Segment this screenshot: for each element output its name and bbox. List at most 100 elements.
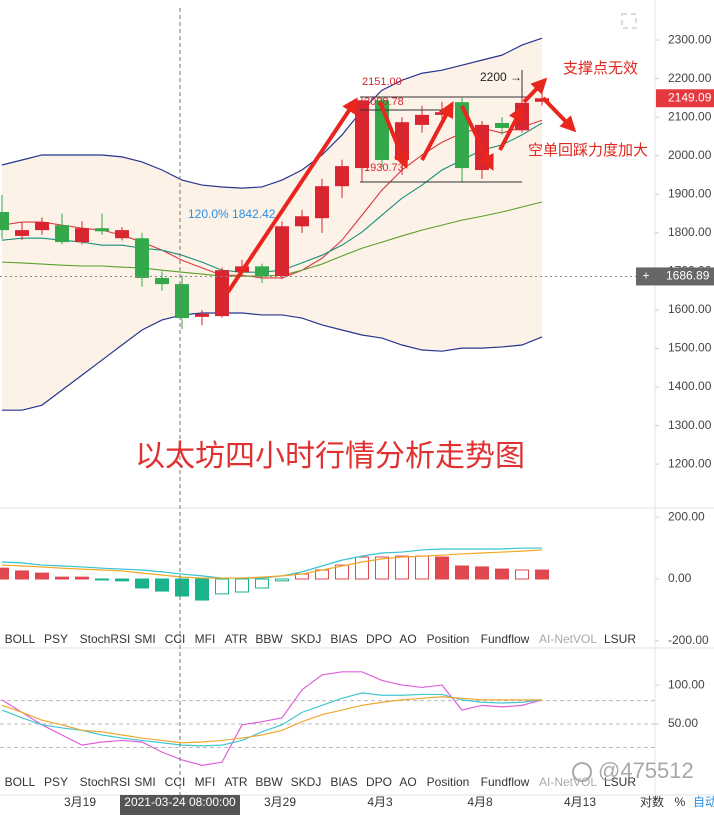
candle-body [355, 100, 369, 169]
osc-bar [135, 578, 149, 589]
indicator-tab[interactable]: Fundflow [481, 632, 530, 646]
indicator-tab[interactable]: ATR [224, 632, 247, 646]
indicator-tab[interactable]: BIAS [330, 632, 357, 646]
indicator-tab[interactable]: LSUR [604, 632, 636, 646]
auto-toggle[interactable]: 自动 [693, 795, 714, 809]
indicator-tab[interactable]: AO [399, 775, 416, 789]
candle-body [215, 270, 229, 317]
y-tick-label: 200.00 [668, 509, 705, 523]
x-tick-label: 4月13 [564, 795, 596, 809]
candle-body [0, 212, 9, 231]
indicator-tab[interactable]: MFI [195, 775, 216, 789]
indicator-tab[interactable]: CCI [165, 775, 186, 789]
y-tick-label: 1300.00 [668, 418, 712, 432]
indicator-tab[interactable]: SKDJ [291, 775, 322, 789]
y-tick-label: 1900.00 [668, 186, 712, 200]
indicator-tab[interactable]: SMI [134, 775, 155, 789]
candle-body [155, 277, 169, 285]
indicator-tab[interactable]: MFI [195, 632, 216, 646]
osc-bar [335, 564, 349, 580]
indicator-tab[interactable]: Position [427, 632, 470, 646]
price-annotation: 2151.00 [362, 76, 402, 88]
candle-body [75, 228, 89, 243]
y-tick-label: 1800.00 [668, 225, 712, 239]
y-tick-label: 1600.00 [668, 302, 712, 316]
indicator-tab[interactable]: SMI [134, 632, 155, 646]
osc-bar [515, 569, 529, 580]
indicator-tab[interactable]: ATR [224, 775, 247, 789]
osc-bar [415, 555, 429, 580]
y-tick-label: 1500.00 [668, 341, 712, 355]
y-tick-label: 1200.00 [668, 456, 712, 470]
indicator-tab[interactable]: AI-NetVOL [539, 775, 597, 789]
candle-body [535, 98, 549, 102]
candle-body [275, 226, 289, 277]
indicator-tab[interactable]: DPO [366, 775, 392, 789]
ma-line [1, 122, 543, 273]
indicator-pane: 100.00 50.00 [0, 671, 705, 766]
y-tick-label: 50.00 [668, 716, 698, 730]
indicator-tab[interactable]: StochRSI [80, 632, 131, 646]
annotations: 2151.00 2098.78 1930.73 120.0% 1842.42 2… [135, 8, 648, 795]
price-annotation: 2098.78 [364, 96, 404, 108]
indicator-tab[interactable]: AO [399, 632, 416, 646]
indicator-tab[interactable]: Position [427, 775, 470, 789]
osc-bar [75, 576, 89, 580]
x-tick-label: 3月29 [264, 795, 296, 809]
price-pane: 2300.00 2200.00 2100.00 2000.00 1900.00 1800.… [0, 32, 714, 470]
candle-body [335, 166, 349, 187]
oscillator-pane: 200.00 0.00 -200.00 [0, 509, 709, 647]
candle-body [255, 266, 269, 277]
osc-bar [215, 578, 229, 595]
expand-icon[interactable] [621, 13, 637, 29]
candle-body [415, 114, 429, 125]
indicator-tab[interactable]: SKDJ [291, 632, 322, 646]
note: 空单回踩力度加大 [528, 142, 648, 159]
indicator-tab[interactable]: StochRSI [80, 775, 131, 789]
footer: @475512 对数 % 自动 [572, 758, 714, 809]
crosshair-price-label: 1686.89 [666, 269, 710, 283]
crosshair-plus: + [642, 269, 649, 283]
indicator-tab[interactable]: BOLL [5, 775, 36, 789]
candle-body [15, 230, 29, 236]
last-price-tag [656, 89, 714, 108]
candle-body [175, 284, 189, 319]
osc-bar [495, 568, 509, 580]
osc-bar [15, 570, 29, 580]
indicator-tab[interactable]: AI-NetVOL [539, 632, 597, 646]
osc-bar [175, 578, 189, 597]
band-upper [1, 37, 543, 189]
candle-body [115, 230, 129, 239]
y-tick-label: 1400.00 [668, 379, 712, 393]
indicator-line [1, 696, 542, 744]
osc-bar [375, 556, 389, 580]
indicator-line [1, 671, 543, 766]
candle-body [35, 222, 49, 231]
candle-body [495, 122, 509, 128]
indicator-tab[interactable]: PSY [44, 632, 68, 646]
osc-bar [155, 578, 169, 592]
indicator-tab[interactable]: LSUR [604, 775, 636, 789]
indicator-tab[interactable]: DPO [366, 632, 392, 646]
band-lower [2, 312, 543, 411]
ma-line [1, 201, 543, 277]
indicator-tab[interactable]: CCI [165, 632, 186, 646]
indicator-tab[interactable]: BBW [255, 632, 283, 646]
x-tick-label: 2021-03-24 08:00:00 [124, 795, 236, 809]
last-price-label: 2149.09 [668, 90, 712, 104]
y-tick-label: 100.00 [668, 677, 705, 691]
crosshair-price-tag [636, 267, 714, 286]
log-toggle[interactable]: 对数 [640, 794, 664, 809]
indicator-tab[interactable]: PSY [44, 775, 68, 789]
osc-bar [475, 566, 489, 580]
indicator-tab[interactable]: Fundflow [481, 775, 530, 789]
x-tick-label: 3月19 [64, 795, 96, 809]
x-tick-label: 4月3 [367, 795, 393, 809]
osc-bar [535, 569, 549, 580]
osc-bar [455, 565, 469, 580]
indicator-tab[interactable]: BIAS [330, 775, 357, 789]
percent-toggle[interactable]: % [675, 795, 686, 809]
osc-bar [235, 578, 249, 593]
indicator-tab[interactable]: BOLL [5, 632, 36, 646]
indicator-tab[interactable]: BBW [255, 775, 283, 789]
